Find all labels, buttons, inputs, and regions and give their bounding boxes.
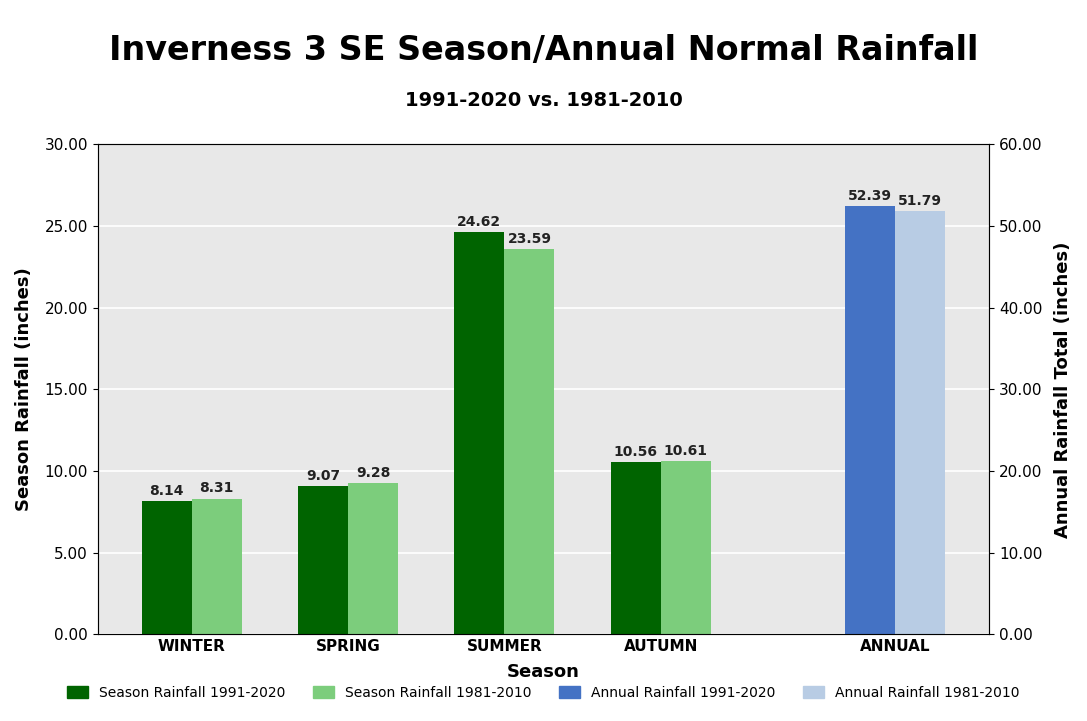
Text: 52.39: 52.39 xyxy=(848,189,892,203)
Text: 9.07: 9.07 xyxy=(305,469,340,483)
Bar xyxy=(191,499,241,634)
Text: 8.14: 8.14 xyxy=(149,485,184,498)
Bar xyxy=(611,462,661,634)
Bar xyxy=(298,486,348,634)
Text: 10.56: 10.56 xyxy=(614,445,658,459)
Text: 8.31: 8.31 xyxy=(200,482,234,495)
Bar xyxy=(896,211,946,634)
Y-axis label: Annual Rainfall Total (inches): Annual Rainfall Total (inches) xyxy=(1053,241,1072,538)
Bar xyxy=(454,232,504,634)
Text: 9.28: 9.28 xyxy=(355,466,390,479)
Bar xyxy=(661,461,711,634)
Text: Inverness 3 SE Season/Annual Normal Rainfall: Inverness 3 SE Season/Annual Normal Rain… xyxy=(109,34,978,67)
Bar xyxy=(141,501,191,634)
Text: 10.61: 10.61 xyxy=(664,444,708,458)
Text: 24.62: 24.62 xyxy=(458,215,501,229)
Text: 23.59: 23.59 xyxy=(508,231,551,246)
Bar xyxy=(846,206,896,634)
X-axis label: Season: Season xyxy=(507,663,580,681)
Text: 51.79: 51.79 xyxy=(898,194,942,208)
Bar xyxy=(504,249,554,634)
Bar xyxy=(348,483,398,634)
Y-axis label: Season Rainfall (inches): Season Rainfall (inches) xyxy=(15,267,34,511)
Legend: Season Rainfall 1991-2020, Season Rainfall 1981-2010, Annual Rainfall 1991-2020,: Season Rainfall 1991-2020, Season Rainfa… xyxy=(60,679,1027,707)
Text: 1991-2020 vs. 1981-2010: 1991-2020 vs. 1981-2010 xyxy=(404,92,683,110)
